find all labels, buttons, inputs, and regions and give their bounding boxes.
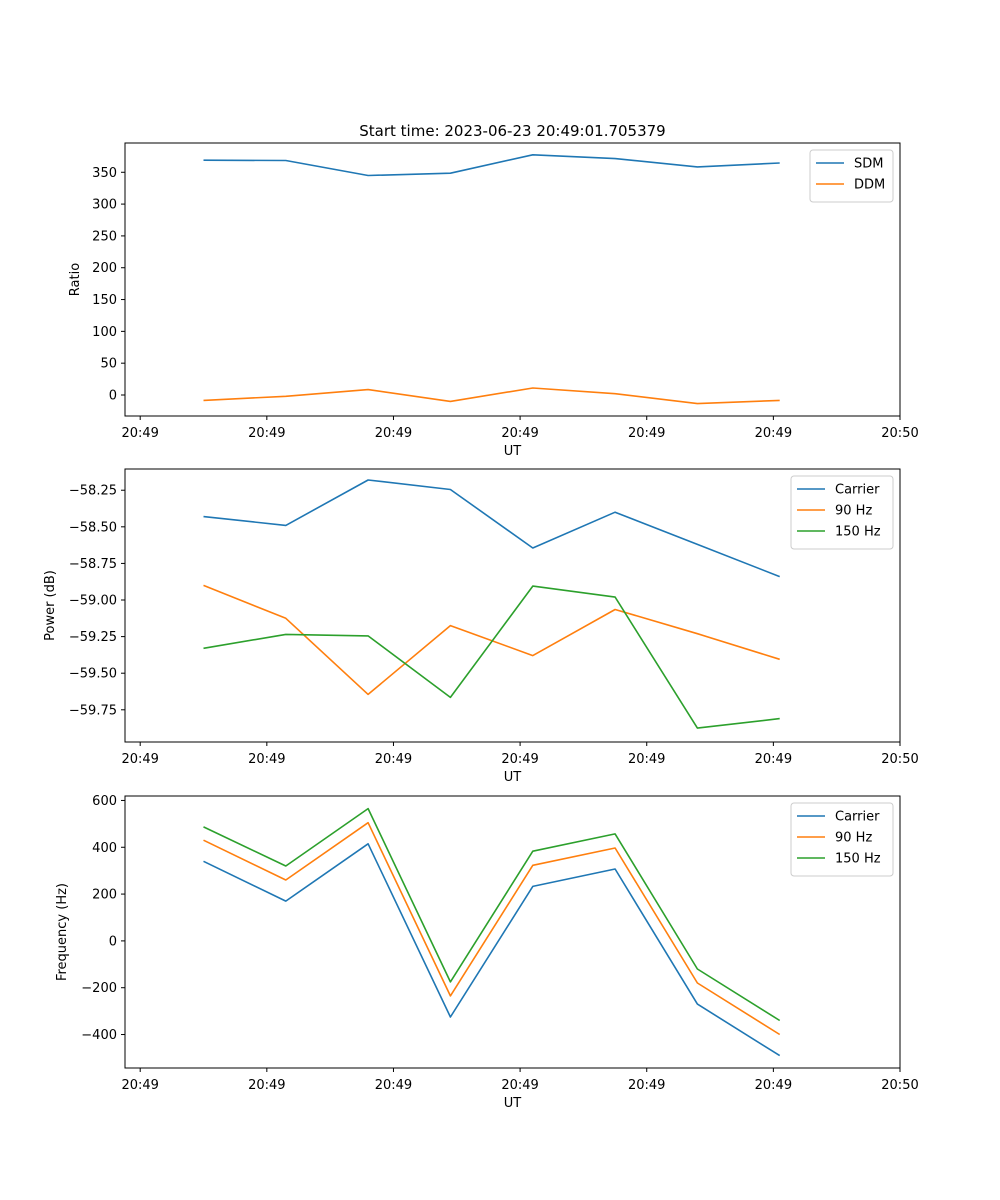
power-y-tick-label: −59.75 [69,703,117,718]
power-y-tick-label: −58.25 [69,484,117,499]
power-x-tick-label: 20:49 [121,752,158,767]
power-axes-frame [124,468,901,743]
frequency-legend-label-90-hz: 90 Hz [835,831,872,846]
frequency-panel: 20:49 20:49 20:49 20:49 20:49 20:49 20:50 −400 −… [55,794,919,1111]
power-x-tick-label: 20:49 [501,752,538,767]
ratio-series-line-sdm [203,154,780,177]
power-x-axis-label: UT [504,770,522,785]
ratio-series-line-ddm [203,387,780,405]
power-panel: 20:49 20:49 20:49 20:49 20:49 20:49 20:50 −59.7… [43,468,919,785]
frequency-x-tick-label: 20:49 [121,1078,158,1093]
frequency-series-line-150-hz [203,807,781,1022]
ratio-legend: SDM DDM [809,149,894,203]
frequency-series-line-carrier [203,842,781,1057]
ratio-y-tick-label: 0 [109,389,117,404]
power-y-tick-label: −59.25 [69,630,117,645]
ratio-y-tick-label: 150 [92,293,117,308]
frequency-y-tick-label: −400 [81,1028,117,1043]
power-series-line-150-hz [203,585,780,729]
frequency-legend-label-150-hz: 150 Hz [835,852,881,867]
power-y-tick-label: −58.50 [69,520,117,535]
ratio-y-tick-label: 100 [92,325,117,340]
power-legend-label-carrier: Carrier [835,483,880,498]
ratio-legend-label-ddm: DDM [854,178,885,193]
frequency-legend: Carrier 90 Hz 150 Hz [790,802,894,877]
ratio-x-tick-label: 20:49 [628,426,665,441]
frequency-x-tick-label: 20:49 [375,1078,412,1093]
frequency-x-tick-label: 20:49 [248,1078,285,1093]
frequency-y-tick-label: 400 [92,841,117,856]
frequency-x-tick-label: 20:49 [755,1078,792,1093]
ratio-y-tick-label: 50 [100,357,117,372]
ratio-y-tick-label: 300 [92,198,117,213]
power-x-tick-label: 20:50 [881,752,918,767]
ratio-legend-label-sdm: SDM [854,157,883,172]
frequency-legend-label-carrier: Carrier [835,810,880,825]
ratio-x-tick-label: 20:49 [501,426,538,441]
ratio-x-axis-label: UT [504,444,522,459]
ratio-axes-frame [124,142,901,417]
ratio-x-tick-label: 20:49 [121,426,158,441]
power-series-line-carrier [203,479,780,578]
frequency-y-axis-label: Frequency (Hz) [55,883,70,981]
power-legend: Carrier 90 Hz 150 Hz [790,475,894,550]
power-x-tick-label: 20:49 [375,752,412,767]
power-y-axis-label: Power (dB) [43,570,58,641]
frequency-x-tick-label: 20:50 [881,1078,918,1093]
ratio-panel: 20:49 20:49 20:49 20:49 20:49 20:49 20:50 0 50 10… [68,142,919,459]
power-legend-label-150-hz: 150 Hz [835,525,881,540]
frequency-y-tick-label: −200 [81,981,117,996]
frequency-y-tick-label: 600 [92,794,117,809]
ratio-y-axis-label: Ratio [68,263,83,296]
frequency-x-tick-label: 20:49 [628,1078,665,1093]
ratio-x-tick-label: 20:49 [375,426,412,441]
power-x-tick-label: 20:49 [755,752,792,767]
ratio-y-tick-label: 350 [92,166,117,181]
ratio-y-tick-label: 250 [92,229,117,244]
power-x-tick-label: 20:49 [628,752,665,767]
frequency-x-tick-label: 20:49 [501,1078,538,1093]
power-y-tick-label: −59.00 [69,594,117,609]
power-y-tick-label: −59.50 [69,667,117,682]
power-legend-label-90-hz: 90 Hz [835,504,872,519]
frequency-axes-frame [124,795,901,1069]
ratio-x-tick-label: 20:49 [248,426,285,441]
power-y-tick-label: −58.75 [69,557,117,572]
frequency-x-axis-label: UT [504,1096,522,1111]
ratio-y-tick-label: 200 [92,261,117,276]
figure-title: Start time: 2023-06-23 20:49:01.705379 [359,122,665,140]
frequency-series-line-90-hz [203,821,781,1036]
frequency-y-tick-label: 0 [109,934,117,949]
frequency-y-tick-label: 200 [92,888,117,903]
power-x-tick-label: 20:49 [248,752,285,767]
ratio-x-tick-label: 20:49 [755,426,792,441]
ratio-x-tick-label: 20:50 [881,426,918,441]
